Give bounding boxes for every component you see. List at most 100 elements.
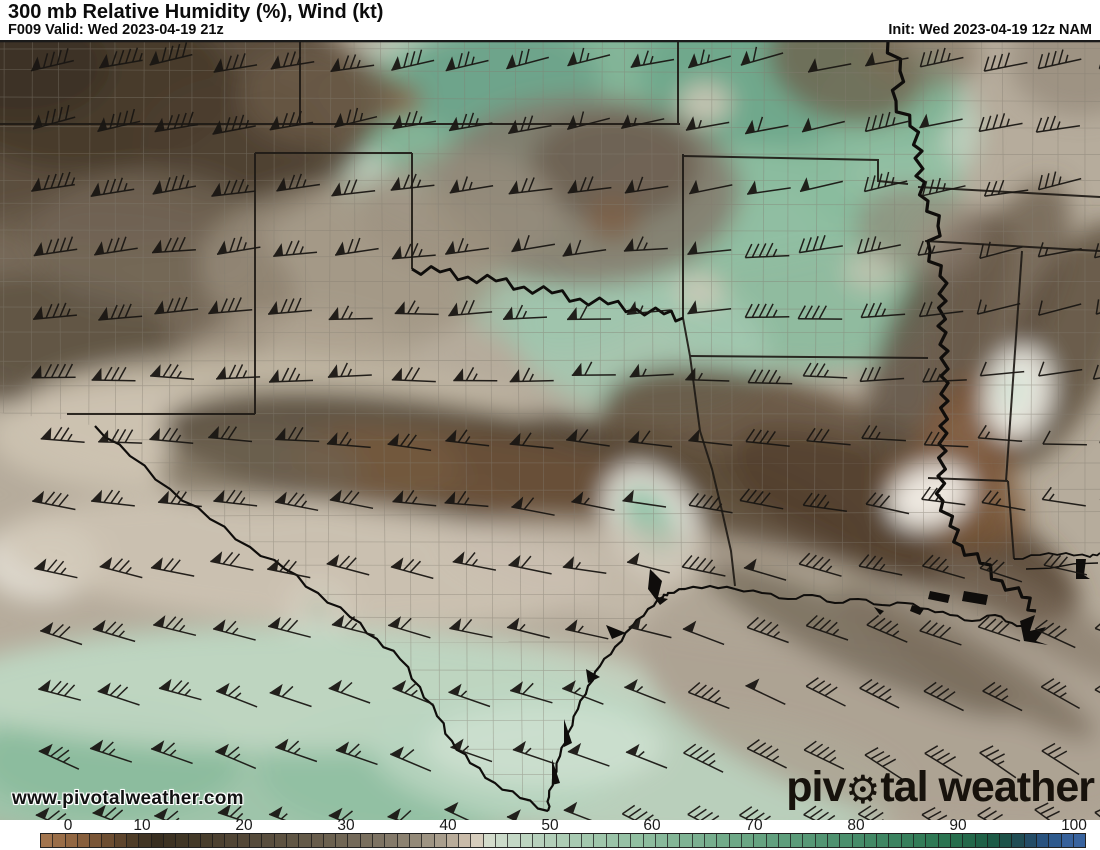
colorbar-tick-label: 40 bbox=[439, 817, 457, 834]
colorbar-tick-label: 100 bbox=[1061, 817, 1087, 834]
water-bodies bbox=[552, 559, 1090, 785]
colorbar-cell bbox=[385, 834, 398, 847]
colorbar-cell bbox=[348, 834, 361, 847]
colorbar-cell bbox=[717, 834, 730, 847]
colorbar: 0 10 20 30 40 50 60 70 80 90 100 bbox=[0, 817, 1100, 850]
colorbar-cell bbox=[987, 834, 1001, 847]
pivotal-weather-logo: piv⚙tal weather bbox=[786, 763, 1095, 812]
colorbar-cell bbox=[582, 834, 595, 847]
rivers bbox=[94, 41, 1037, 813]
model-init-label: Init: Wed 2023-04-19 12z NAM bbox=[888, 22, 1092, 38]
colorbar-cell bbox=[618, 834, 632, 847]
colorbar-tick-label: 80 bbox=[847, 817, 865, 834]
colorbar-tick-label: 90 bbox=[949, 817, 967, 834]
colorbar-cell bbox=[274, 834, 287, 847]
colorbar-cell bbox=[1037, 834, 1050, 847]
rh-shading-field bbox=[0, 41, 1100, 821]
colorbar-cell bbox=[926, 834, 939, 847]
colorbar-cell bbox=[520, 834, 533, 847]
colorbar-cell bbox=[237, 834, 251, 847]
colorbar-cell bbox=[77, 834, 91, 847]
colorbar-cell bbox=[397, 834, 410, 847]
colorbar-cell bbox=[754, 834, 767, 847]
colorbar-cell bbox=[729, 834, 742, 847]
colorbar-cell bbox=[90, 834, 103, 847]
coastline bbox=[546, 552, 1100, 812]
colorbar-cell bbox=[53, 834, 66, 847]
colorbar-cell bbox=[852, 834, 865, 847]
colorbar-cell bbox=[680, 834, 693, 847]
colorbar-cell bbox=[102, 834, 115, 847]
colorbar-cell bbox=[311, 834, 324, 847]
colorbar-cell bbox=[262, 834, 275, 847]
colorbar-cell bbox=[299, 834, 312, 847]
colorbar-cell bbox=[1000, 834, 1013, 847]
colorbar-cell bbox=[286, 834, 300, 847]
colorbar-cell bbox=[446, 834, 460, 847]
colorbar-cell bbox=[569, 834, 583, 847]
colorbar-tick-label: 30 bbox=[337, 817, 355, 834]
colorbar-cell bbox=[373, 834, 386, 847]
colorbar-cell bbox=[963, 834, 976, 847]
gear-icon: ⚙ bbox=[845, 769, 881, 812]
colorbar-cell bbox=[741, 834, 755, 847]
colorbar-cell bbox=[139, 834, 152, 847]
colorbar-cell bbox=[778, 834, 792, 847]
colorbar-cell bbox=[950, 834, 964, 847]
logo-text-tal-weather: tal weather bbox=[880, 763, 1095, 811]
colorbar-cell bbox=[188, 834, 201, 847]
map-canvas bbox=[0, 41, 1100, 821]
colorbar-cell bbox=[200, 834, 214, 847]
colorbar-cell bbox=[668, 834, 681, 847]
colorbar-cell bbox=[250, 834, 263, 847]
colorbar-cell bbox=[643, 834, 656, 847]
colorbar-cell bbox=[889, 834, 902, 847]
colorbar-cell bbox=[1049, 834, 1062, 847]
colorbar-gradient-bar bbox=[40, 833, 1086, 848]
colorbar-tick-label: 0 bbox=[63, 817, 73, 834]
wind-barbs bbox=[30, 42, 1100, 821]
colorbar-tick-label: 60 bbox=[643, 817, 661, 834]
colorbar-cell bbox=[815, 834, 828, 847]
colorbar-cell bbox=[323, 834, 337, 847]
colorbar-cell bbox=[975, 834, 988, 847]
forecast-valid-label: F009 Valid: Wed 2023-04-19 21z bbox=[8, 22, 224, 38]
colorbar-cell bbox=[422, 834, 435, 847]
colorbar-cell bbox=[459, 834, 472, 847]
colorbar-cell bbox=[41, 834, 54, 847]
colorbar-cell bbox=[65, 834, 78, 847]
colorbar-cell bbox=[508, 834, 521, 847]
colorbar-cell bbox=[213, 834, 226, 847]
colorbar-tick-labels: 0 10 20 30 40 50 60 70 80 90 100 bbox=[0, 817, 1100, 834]
colorbar-cell bbox=[1061, 834, 1074, 847]
colorbar-cell bbox=[631, 834, 644, 847]
colorbar-cell bbox=[803, 834, 816, 847]
header: 300 mb Relative Humidity (%), Wind (kt) … bbox=[0, 0, 1100, 40]
colorbar-cell bbox=[225, 834, 238, 847]
colorbar-cell bbox=[901, 834, 915, 847]
colorbar-cell bbox=[877, 834, 890, 847]
colorbar-cell bbox=[434, 834, 447, 847]
colorbar-cell bbox=[705, 834, 718, 847]
colorbar-tick-label: 10 bbox=[133, 817, 151, 834]
colorbar-cell bbox=[127, 834, 140, 847]
colorbar-cell bbox=[1073, 834, 1086, 847]
colorbar-cell bbox=[791, 834, 804, 847]
colorbar-tick-label: 20 bbox=[235, 817, 253, 834]
colorbar-tick-label: 70 bbox=[745, 817, 763, 834]
colorbar-cell bbox=[1024, 834, 1038, 847]
colorbar-cell bbox=[840, 834, 853, 847]
colorbar-cell bbox=[360, 834, 374, 847]
colorbar-cell bbox=[938, 834, 951, 847]
colorbar-cell bbox=[864, 834, 878, 847]
colorbar-cell bbox=[828, 834, 841, 847]
page-title: 300 mb Relative Humidity (%), Wind (kt) bbox=[8, 1, 384, 23]
logo-text-piv: piv bbox=[786, 763, 846, 811]
colorbar-cell bbox=[532, 834, 546, 847]
colorbar-cell bbox=[1012, 834, 1025, 847]
colorbar-cell bbox=[655, 834, 669, 847]
colorbar-cell bbox=[594, 834, 607, 847]
colorbar-cell bbox=[163, 834, 177, 847]
colorbar-cell bbox=[483, 834, 496, 847]
